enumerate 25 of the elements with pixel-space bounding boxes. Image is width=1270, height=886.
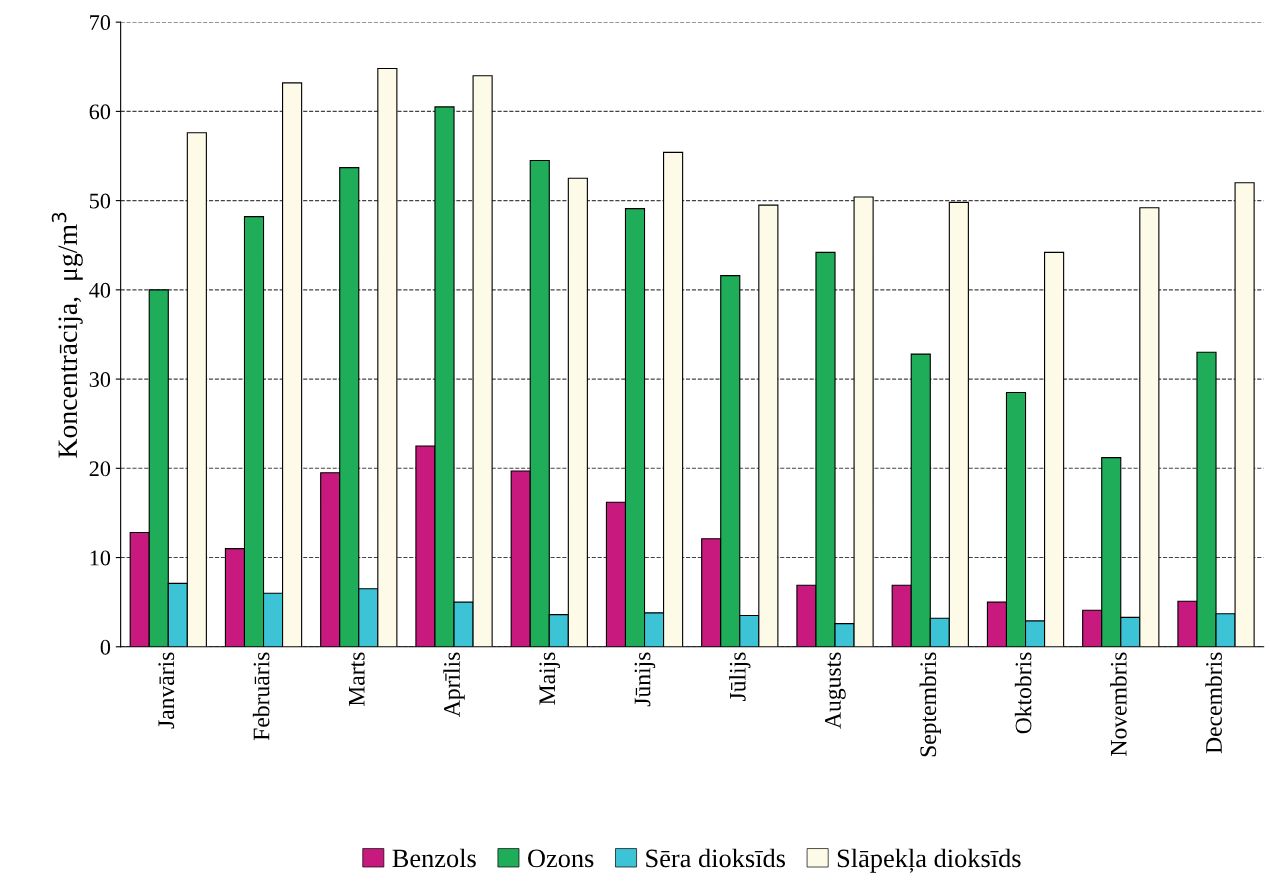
y-tick-label: 40	[89, 282, 111, 298]
legend-label: Benzols	[392, 848, 476, 868]
x-tick-label: Decembris	[1205, 652, 1222, 754]
x-tick-label: Septembris	[919, 652, 941, 757]
x-tick-label: Marts	[348, 652, 365, 707]
legend-label: Ozons	[528, 849, 594, 868]
y-tick-label: 20	[89, 461, 111, 477]
x-tick-label: Novembris	[1110, 652, 1127, 756]
y-tick-label: 10	[90, 550, 111, 566]
y-tick-label: 70	[90, 15, 111, 31]
x-tick-label: Jūlijs	[729, 652, 751, 702]
x-tick-label: Maijs	[539, 652, 560, 705]
x-tick-label: Janvāris	[158, 652, 175, 729]
y-axis-title: Koncentrācija, μg/m$^{3}$	[51, 212, 83, 458]
x-tick-label: Oktobris	[1014, 652, 1032, 734]
x-tick-label: Jūnijs	[634, 652, 656, 707]
x-tick-label: Aprīlis	[443, 652, 465, 717]
x-tick-label: Februāris	[252, 652, 270, 741]
legend-label: Slāpekļa dioksīds	[837, 848, 1021, 873]
y-tick-label: 30	[89, 372, 111, 388]
y-tick-label: 60	[89, 104, 111, 120]
legend-label: Sēra dioksīds	[646, 848, 786, 868]
x-tick-label: Augusts	[825, 652, 846, 729]
y-tick-label: 0	[100, 639, 111, 655]
y-tick-label: 50	[90, 193, 111, 209]
